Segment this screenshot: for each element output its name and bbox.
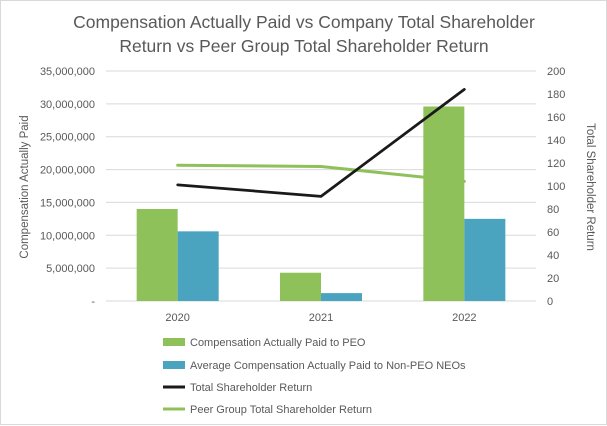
right-tick-label: 60	[547, 227, 559, 239]
legend-label: Average Compensation Actually Paid to No…	[190, 360, 466, 372]
bar-non-peo-2022	[464, 218, 506, 301]
left-tick-label: 25,000,000	[40, 132, 95, 144]
tsr-line	[176, 88, 466, 198]
right-axis-title: Total Shareholder Return	[584, 123, 596, 251]
right-tick-label: 40	[547, 250, 559, 262]
legend-label: Compensation Actually Paid to PEO	[190, 337, 366, 349]
bar-marks	[136, 106, 506, 301]
left-tick-label: -	[91, 296, 95, 308]
right-tick-label: 0	[547, 296, 553, 308]
bar-peo-2021	[280, 272, 321, 301]
left-tick-label: 5,000,000	[46, 263, 95, 275]
right-tick-label: 80	[547, 204, 559, 216]
left-tick-label: 30,000,000	[40, 99, 95, 111]
chart-title-line-1: Compensation Actually Paid vs Company To…	[73, 12, 535, 32]
left-tick-label: 10,000,000	[40, 230, 95, 242]
legend: Compensation Actually Paid to PEO Average…	[163, 337, 466, 416]
legend-swatch	[163, 361, 185, 369]
left-tick-label: 15,000,000	[40, 197, 95, 209]
bar-peo-2022	[423, 106, 465, 301]
right-tick-label: 20	[547, 273, 559, 285]
right-tick-label: 120	[547, 158, 565, 170]
right-tick-label: 160	[547, 112, 565, 124]
peer-tsr-line	[176, 163, 466, 183]
x-tick-label: 2020	[165, 312, 189, 324]
bar-non-peo-2021	[321, 293, 362, 301]
legend-swatch	[163, 338, 185, 346]
legend-label: Total Shareholder Return	[190, 382, 312, 394]
chart-title-line-2: Return vs Peer Group Total Shareholder R…	[119, 36, 488, 56]
right-tick-label: 180	[547, 89, 565, 101]
left-tick-label: 35,000,000	[40, 66, 95, 78]
left-axis-title: Compensation Actually Paid	[19, 115, 31, 258]
right-tick-label: 200	[547, 66, 565, 78]
x-tick-label: 2022	[452, 312, 476, 324]
right-tick-label: 100	[547, 181, 565, 193]
legend-label: Peer Group Total Shareholder Return	[190, 404, 372, 416]
bar-non-peo-2020	[177, 231, 219, 301]
right-axis-ticks: 0 20 40 60 80 100 120 140 160 180 200	[547, 66, 565, 308]
x-axis-ticks: 2020 2021 2022	[165, 312, 476, 324]
left-tick-label: 20,000,000	[40, 165, 95, 177]
line-marks	[176, 88, 466, 198]
x-tick-label: 2021	[309, 312, 333, 324]
left-axis-ticks: - 5,000,000 10,000,000 15,000,000 20,000,000…	[40, 66, 95, 308]
bar-peo-2020	[136, 209, 178, 301]
right-tick-label: 140	[547, 135, 565, 147]
